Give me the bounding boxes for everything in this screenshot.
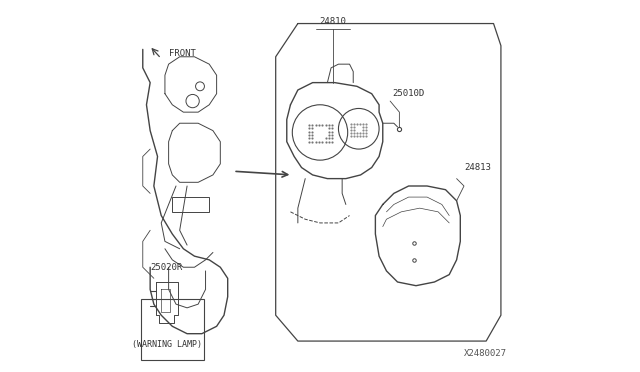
Text: 25010D: 25010D — [392, 89, 424, 98]
Text: 24813: 24813 — [464, 163, 491, 172]
Text: X2480027: X2480027 — [464, 350, 507, 359]
Text: 25020R: 25020R — [150, 263, 183, 272]
Bar — [141, 299, 204, 359]
Text: (WARNING LAMP): (WARNING LAMP) — [132, 340, 202, 349]
Text: 24810: 24810 — [319, 17, 346, 26]
Bar — [172, 197, 209, 212]
Text: FRONT: FRONT — [168, 49, 195, 58]
